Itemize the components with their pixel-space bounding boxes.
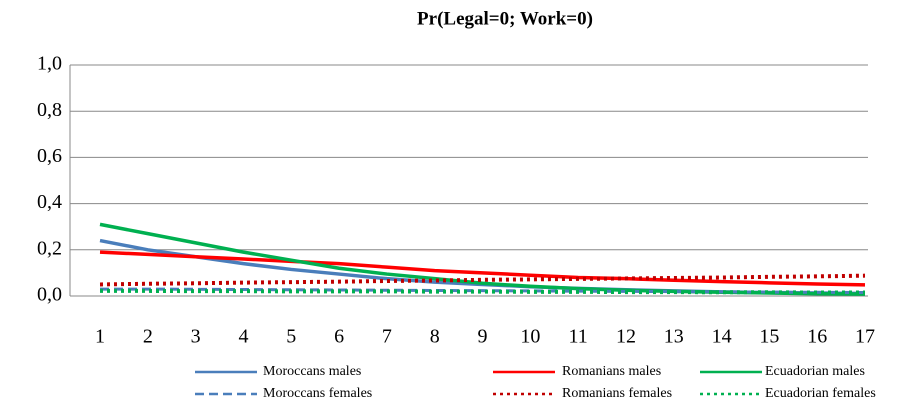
legend-label: Romanians males [562, 364, 661, 379]
x-tick-label: 11 [568, 326, 587, 348]
x-tick-label: 16 [807, 326, 827, 348]
x-tick-label: 2 [143, 326, 153, 348]
chart-title: Pr(Legal=0; Work=0) [417, 8, 593, 29]
y-tick-label: 0,0 [37, 284, 62, 306]
x-tick-label: 10 [520, 326, 540, 348]
x-tick-label: 9 [478, 326, 488, 348]
x-tick-label: 8 [430, 326, 440, 348]
x-tick-label: 13 [664, 326, 684, 348]
x-tick-label: 6 [334, 326, 344, 348]
x-tick-label: 1 [95, 326, 105, 348]
x-tick-label: 4 [238, 326, 248, 348]
legend-label: Ecuadorian males [765, 364, 865, 379]
x-tick-label: 3 [191, 326, 201, 348]
x-tick-label: 17 [855, 326, 875, 348]
legend-label: Moroccans males [263, 364, 361, 379]
series-line [99, 273, 866, 287]
y-tick-label: 0,2 [37, 237, 62, 259]
series-line [100, 288, 865, 295]
x-tick-label: 12 [616, 326, 636, 348]
x-tick-label: 14 [712, 326, 732, 348]
x-tick-label: 5 [286, 326, 296, 348]
series-line [99, 250, 866, 287]
y-tick-label: 0,8 [37, 99, 62, 121]
y-tick-label: 1,0 [37, 53, 62, 75]
legend-label: Romanians females [562, 386, 672, 401]
y-tick-label: 0,4 [37, 191, 62, 213]
x-tick-label: 7 [382, 326, 392, 348]
y-tick-label: 0,6 [37, 145, 62, 167]
x-tick-label: 15 [759, 326, 779, 348]
legend-label: Moroccans females [263, 386, 372, 401]
legend-label: Ecuadorian females [765, 386, 876, 401]
series-line [99, 238, 866, 296]
